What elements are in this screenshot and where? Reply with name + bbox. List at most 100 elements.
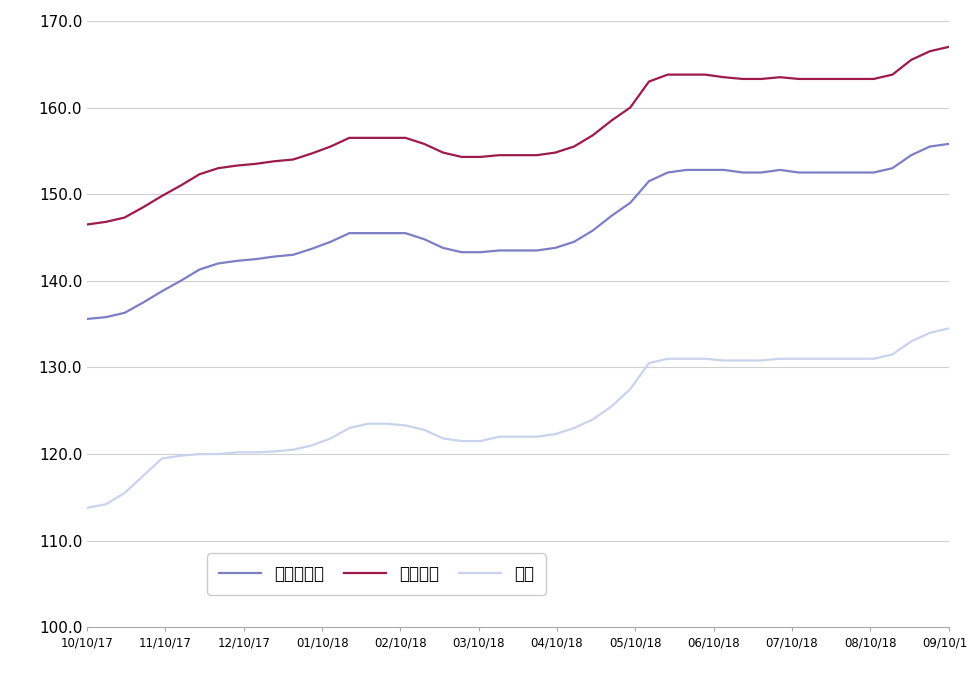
軽油 [550, 430, 561, 438]
軽油 [250, 448, 261, 457]
レギュラー [718, 166, 730, 174]
軽油 [287, 445, 299, 454]
レギュラー [868, 168, 880, 176]
ハイオク [737, 75, 748, 83]
ハイオク [418, 139, 430, 148]
レギュラー [212, 259, 224, 268]
軽油 [606, 402, 618, 411]
レギュラー [812, 168, 824, 176]
ハイオク [438, 148, 449, 157]
ハイオク [474, 153, 486, 161]
レギュラー [793, 168, 804, 176]
軽油 [868, 355, 880, 363]
レギュラー [587, 227, 598, 235]
レギュラー [512, 246, 524, 254]
レギュラー [100, 313, 111, 321]
ハイオク [756, 75, 768, 83]
ハイオク [250, 160, 261, 168]
軽油 [699, 355, 711, 363]
レギュラー [250, 255, 261, 263]
軽油 [344, 424, 355, 432]
レギュラー [550, 244, 561, 252]
レギュラー [381, 229, 393, 237]
ハイオク [681, 70, 692, 79]
レギュラー [81, 315, 93, 323]
軽油 [568, 424, 580, 432]
Line: 軽油: 軽油 [87, 328, 949, 507]
軽油 [924, 328, 936, 337]
軽油 [212, 450, 224, 458]
軽油 [119, 489, 131, 497]
ハイオク [494, 151, 505, 160]
レギュラー [194, 266, 205, 274]
ハイオク [718, 73, 730, 82]
レギュラー [400, 229, 411, 237]
レギュラー [119, 309, 131, 317]
レギュラー [325, 238, 337, 246]
軽油 [587, 415, 598, 424]
ハイオク [812, 75, 824, 83]
レギュラー [344, 229, 355, 237]
軽油 [756, 356, 768, 365]
軽油 [400, 421, 411, 429]
レギュラー [494, 246, 505, 254]
レギュラー [606, 212, 618, 220]
レギュラー [137, 298, 149, 307]
レギュラー [231, 256, 243, 265]
ハイオク [512, 151, 524, 160]
軽油 [512, 433, 524, 441]
軽油 [381, 420, 393, 428]
レギュラー [568, 238, 580, 246]
軽油 [156, 454, 167, 463]
軽油 [849, 355, 861, 363]
レギュラー [456, 248, 468, 256]
軽油 [530, 433, 542, 441]
ハイオク [868, 75, 880, 83]
軽油 [175, 452, 187, 460]
ハイオク [887, 70, 898, 79]
軽油 [194, 450, 205, 458]
ハイオク [156, 192, 167, 200]
軽油 [943, 324, 954, 332]
軽油 [100, 500, 111, 509]
ハイオク [325, 142, 337, 151]
ハイオク [81, 220, 93, 229]
軽油 [887, 350, 898, 358]
ハイオク [287, 155, 299, 164]
レギュラー [306, 245, 318, 253]
ハイオク [381, 134, 393, 142]
ハイオク [606, 116, 618, 125]
レギュラー [530, 246, 542, 254]
軽油 [418, 426, 430, 434]
ハイオク [624, 103, 636, 112]
軽油 [737, 356, 748, 365]
軽油 [643, 359, 654, 367]
軽油 [774, 355, 786, 363]
ハイオク [231, 162, 243, 170]
Legend: レギュラー, ハイオク, 軽油: レギュラー, ハイオク, 軽油 [207, 553, 546, 595]
レギュラー [438, 244, 449, 252]
レギュラー [662, 168, 674, 176]
レギュラー [774, 166, 786, 174]
ハイオク [268, 157, 280, 165]
ハイオク [699, 70, 711, 79]
ハイオク [194, 170, 205, 178]
ハイオク [550, 148, 561, 157]
ハイオク [849, 75, 861, 83]
軽油 [137, 471, 149, 480]
レギュラー [287, 251, 299, 259]
軽油 [718, 356, 730, 365]
ハイオク [793, 75, 804, 83]
軽油 [662, 355, 674, 363]
レギュラー [699, 166, 711, 174]
ハイオク [905, 56, 917, 64]
ハイオク [119, 213, 131, 222]
ハイオク [362, 134, 374, 142]
ハイオク [344, 134, 355, 142]
軽油 [793, 355, 804, 363]
軽油 [624, 385, 636, 393]
レギュラー [943, 139, 954, 148]
ハイオク [643, 77, 654, 86]
レギュラー [924, 142, 936, 151]
レギュラー [643, 177, 654, 185]
